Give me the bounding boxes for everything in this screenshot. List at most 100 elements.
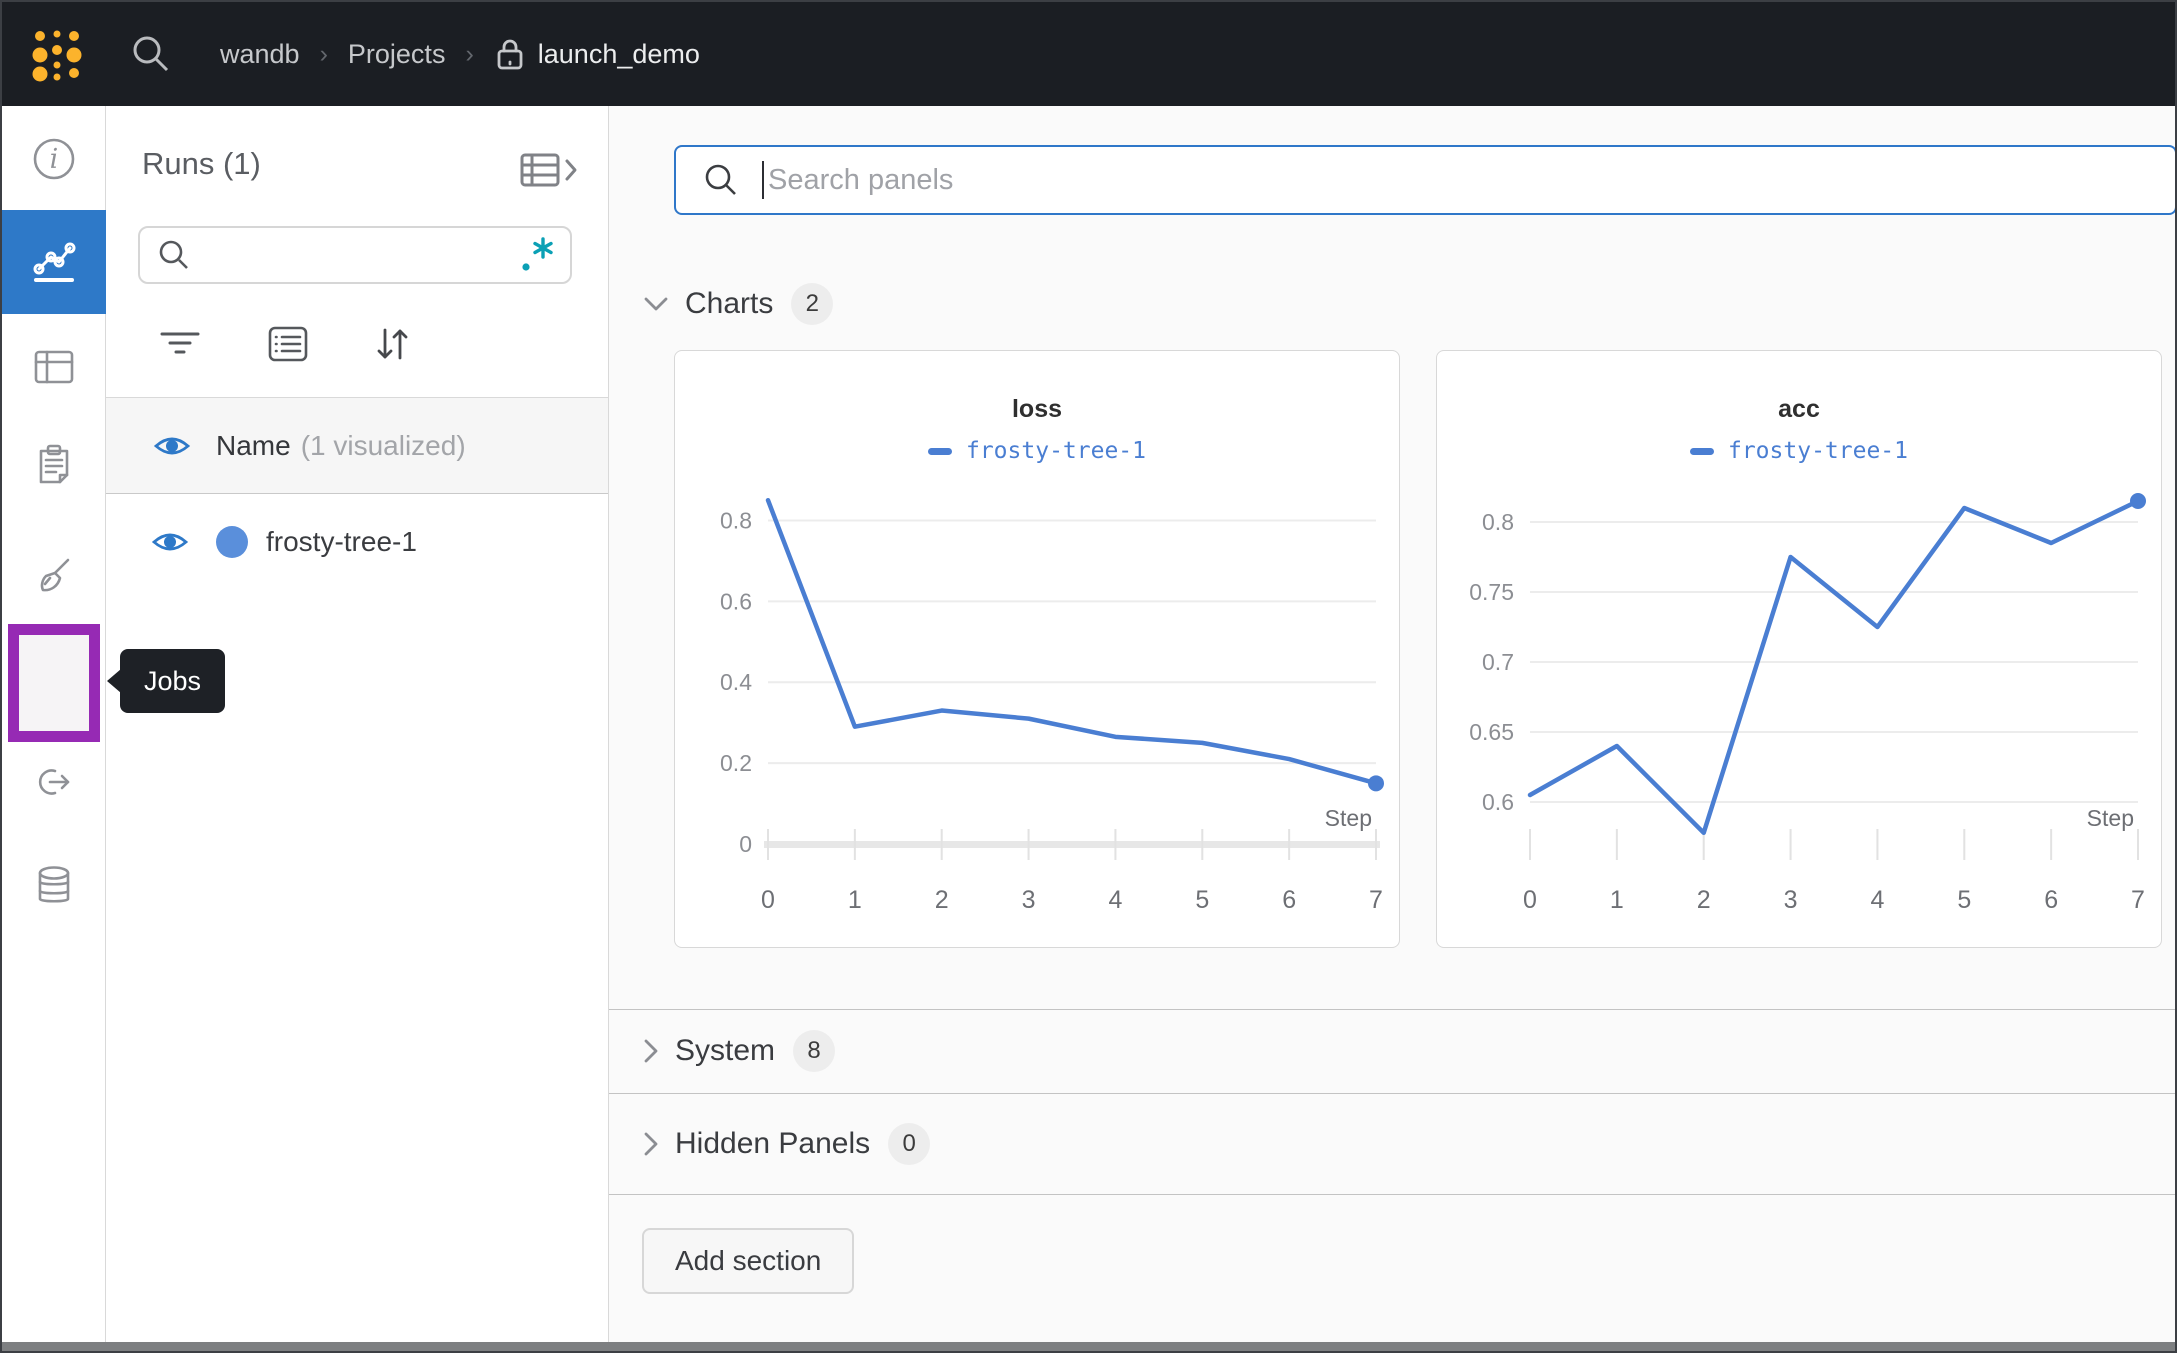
svg-text:4: 4	[1108, 886, 1122, 914]
group-runs-button[interactable]	[264, 320, 312, 368]
run-row[interactable]: frosty-tree-1	[106, 495, 608, 588]
svg-text:3: 3	[1784, 886, 1798, 914]
regex-toggle-icon[interactable]	[516, 234, 556, 276]
section-header-hidden-panels[interactable]: Hidden Panels 0	[609, 1094, 2175, 1194]
add-section-label: Add section	[675, 1245, 822, 1276]
section-header-charts[interactable]: Charts 2	[609, 280, 2175, 328]
jobs-tooltip-label: Jobs	[144, 665, 202, 696]
chevron-right-icon: ›	[319, 39, 328, 68]
svg-text:1: 1	[848, 886, 862, 914]
breadcrumb-project-name: launch_demo	[537, 38, 700, 69]
section-label: System	[675, 1034, 776, 1067]
filter-icon	[160, 332, 200, 354]
svg-text:0.75: 0.75	[1469, 579, 1514, 605]
filter-runs-button[interactable]	[156, 320, 204, 368]
sidebar-item-artifacts[interactable]	[2, 834, 106, 938]
sidebar-item-workspace[interactable]	[2, 210, 106, 314]
svg-text:0.8: 0.8	[1482, 509, 1514, 535]
run-name[interactable]: frosty-tree-1	[266, 525, 417, 557]
add-section-button[interactable]: Add section	[642, 1228, 855, 1294]
svg-text:0.8: 0.8	[720, 507, 752, 533]
svg-text:0.2: 0.2	[720, 750, 752, 776]
chevron-right-icon	[644, 1039, 658, 1063]
table-icon	[34, 350, 74, 384]
jobs-highlight-box	[8, 624, 100, 742]
svg-text:2: 2	[1697, 886, 1711, 914]
runs-search-box	[138, 226, 572, 284]
run-color-dot	[216, 525, 248, 558]
global-search-button[interactable]	[128, 31, 174, 77]
section-divider	[609, 1194, 2175, 1195]
chevron-down-icon	[644, 297, 668, 311]
text-cursor	[762, 161, 764, 199]
chart-title: acc	[1778, 395, 1820, 423]
svg-text:0.65: 0.65	[1469, 719, 1514, 745]
sort-arrows-icon	[377, 328, 408, 360]
jobs-tooltip: Jobs	[106, 649, 226, 713]
chart-panel-acc[interactable]: acc frosty-tree-1 0.6 0.65 0.7 0.75 0.8 0 1 2 3 4…	[1436, 350, 2162, 948]
breadcrumb-projects[interactable]: Projects	[347, 38, 446, 69]
breadcrumb: wandb › Projects › launch_demo	[220, 36, 700, 72]
info-icon: i	[33, 138, 75, 180]
launch-link-icon	[38, 769, 70, 795]
section-header-system[interactable]: System 8	[609, 1010, 2175, 1092]
charts-row: loss frosty-tree-1 0 0.2 0.4 0.6 0.8 0 1 2 3 4 5 6 7…	[674, 350, 2162, 948]
svg-text:0: 0	[1523, 886, 1537, 914]
sidebar-item-overview[interactable]: i	[2, 107, 106, 211]
acc-line-chart: 0.6 0.65 0.7 0.75 0.8 0 1 2 3 4 5 6 7 Step	[1469, 493, 2146, 914]
chart-legend: frosty-tree-1	[1437, 438, 2161, 464]
search-icon	[705, 164, 736, 195]
sidebar-item-sweeps[interactable]	[2, 525, 106, 629]
breadcrumb-org[interactable]: wandb	[220, 38, 300, 69]
runs-visualized-annotation: (1 visualized)	[300, 429, 466, 461]
list-icon	[268, 326, 308, 362]
legend-run-name: frosty-tree-1	[965, 438, 1146, 464]
legend-line-swatch	[927, 447, 952, 455]
app-body: i	[2, 106, 2175, 1351]
sort-runs-button[interactable]	[368, 320, 416, 368]
runs-panel-title: Runs (1)	[142, 146, 261, 181]
runs-search-input[interactable]	[204, 239, 516, 271]
svg-text:Step: Step	[2087, 805, 2134, 831]
eye-visible-icon[interactable]	[152, 431, 192, 461]
section-divider	[609, 1009, 2175, 1010]
section-label: Charts	[685, 287, 774, 320]
sidebar-item-logs[interactable]	[2, 412, 106, 516]
svg-text:1: 1	[1610, 886, 1624, 914]
loss-line-chart: 0 0.2 0.4 0.6 0.8 0 1 2 3 4 5 6 7 Step	[720, 497, 1384, 914]
runs-toolbar	[106, 320, 608, 370]
legend-run-name: frosty-tree-1	[1727, 438, 1908, 464]
wandb-logo-icon[interactable]	[26, 22, 88, 86]
breadcrumb-project[interactable]: launch_demo	[494, 36, 700, 72]
eye-visible-icon[interactable]	[150, 527, 190, 557]
chart-legend: frosty-tree-1	[675, 438, 1399, 464]
runs-panel: Runs (1)	[106, 106, 609, 1351]
workspace-main: Charts 2 loss frosty-tree-1 0 0.2 0.4 0.6 0.…	[609, 106, 2175, 1351]
chart-title: loss	[1011, 395, 1063, 423]
left-icon-rail: i	[2, 106, 106, 1351]
top-navbar: wandb › Projects › launch_demo	[2, 2, 2175, 106]
section-label: Hidden Panels	[675, 1127, 871, 1160]
sidebar-item-table[interactable]	[2, 315, 106, 419]
svg-text:0.6: 0.6	[720, 588, 752, 614]
horizontal-scrollbar[interactable]	[2, 1342, 2175, 1351]
svg-text:6: 6	[1282, 886, 1296, 914]
chevron-right-icon: ›	[465, 39, 474, 68]
svg-text:3: 3	[1022, 886, 1036, 914]
svg-text:0.6: 0.6	[1482, 789, 1514, 815]
expand-runs-table-button[interactable]	[518, 150, 580, 195]
section-divider	[609, 1093, 2175, 1094]
section-count-badge: 2	[791, 283, 834, 325]
chart-panel-loss[interactable]: loss frosty-tree-1 0 0.2 0.4 0.6 0.8 0 1 2 3 4 5 6 7…	[674, 350, 1400, 948]
section-count-badge: 0	[888, 1123, 931, 1165]
svg-text:5: 5	[1957, 886, 1971, 914]
panel-search-box	[674, 145, 2175, 215]
svg-text:0.4: 0.4	[720, 669, 752, 695]
svg-text:4: 4	[1870, 886, 1884, 914]
panel-search-input[interactable]	[768, 163, 2175, 197]
sidebar-item-launch[interactable]	[2, 730, 106, 834]
runs-name-header-row[interactable]: Name (1 visualized)	[106, 398, 608, 494]
lock-icon	[497, 39, 523, 70]
sweeps-broom-icon	[40, 558, 70, 592]
workspace-chart-icon	[33, 242, 76, 282]
